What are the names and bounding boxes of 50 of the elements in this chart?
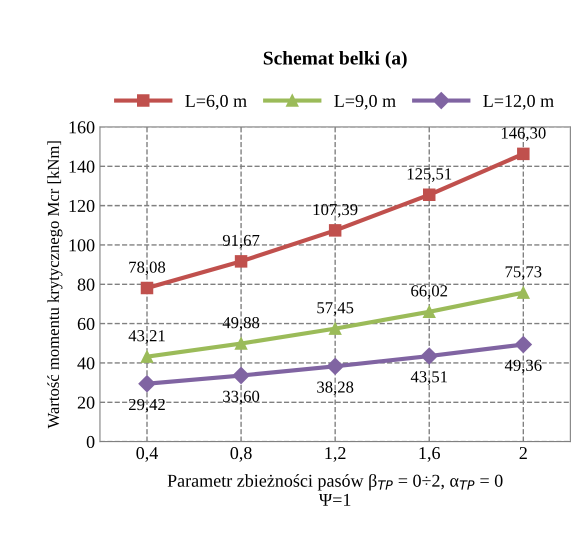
x-tick-label: 2 [520,447,527,459]
data-label: 125,51 [408,168,452,182]
x-tick-label: 1,2 [325,447,346,462]
y-tick-label: 160 [70,121,94,134]
data-label: 49,36 [504,360,542,374]
point [422,306,436,318]
data-label: 33,60 [223,390,260,404]
y-tick-label: 20 [78,396,94,409]
legend-label: L=12,0 m [483,94,554,110]
data-label: 66,02 [411,285,448,299]
y-axis-title: Wartość momentu krytycznego Mcr [kNm] [47,141,62,428]
data-label: 49,88 [222,316,260,331]
point [234,337,248,350]
legend-label: L=9,0 m [334,94,396,110]
data-label: 43,21 [128,330,165,344]
point [140,350,154,363]
point [234,255,248,268]
data-label: 38,28 [317,381,354,396]
y-tick-label: 140 [70,160,94,173]
data-label: 107,39 [314,204,358,218]
point [140,282,154,294]
data-label: 29,42 [128,398,165,413]
chart-title: Schemat belki (a) [264,50,407,69]
y-tick-label: 60 [78,318,94,330]
x-tick-label: 0,4 [136,446,158,462]
point [422,188,436,202]
point [517,286,530,299]
data-label: 57,45 [317,302,354,316]
y-tick-label: 40 [77,357,94,370]
point [232,366,250,384]
point [420,347,438,365]
data-label: 75,73 [506,266,542,280]
x-tick-label: 1,6 [420,447,440,462]
legend-label: L=6,0 m [185,94,247,110]
point [328,224,342,237]
x-tick-label: 0,8 [230,446,252,462]
point [328,322,342,335]
data-label: 78,08 [129,262,166,276]
point [514,336,532,354]
data-label: 91,67 [222,234,260,248]
data-label: 43,51 [410,371,447,385]
data-label: 146,30 [502,127,546,142]
y-tick-label: 120 [70,200,94,212]
y-tick-label: 0 [86,436,94,448]
y-tick-label: 100 [70,239,94,252]
y-tick-label: 80 [78,278,94,291]
text: Parametr zbieżności pasów β$_{TP}$ = 0÷2, α$_{TP}$ = 0 Ψ=1 [168,474,503,506]
point [517,148,530,160]
point [138,375,156,392]
point [326,358,344,375]
